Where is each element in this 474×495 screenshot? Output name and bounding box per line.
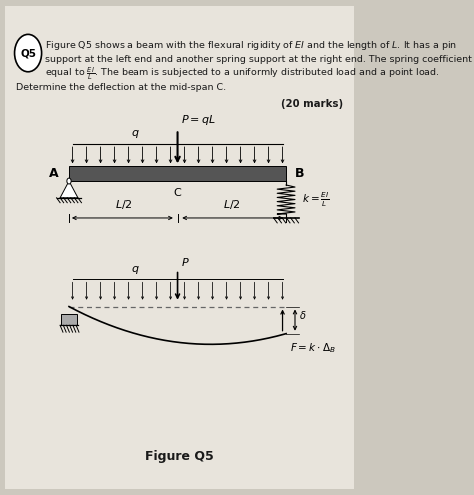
Text: Figure Q5 shows a beam with the flexural rigidity of $EI$ and the length of $L$.: Figure Q5 shows a beam with the flexural… xyxy=(45,39,457,52)
Text: Figure Q5: Figure Q5 xyxy=(145,450,214,463)
Text: $q$: $q$ xyxy=(130,128,139,140)
Text: $P$: $P$ xyxy=(181,256,190,268)
Text: $q$: $q$ xyxy=(130,263,139,276)
Circle shape xyxy=(67,178,71,184)
Text: $F=k\cdot\Delta_B$: $F=k\cdot\Delta_B$ xyxy=(290,341,336,355)
Text: B: B xyxy=(295,167,304,180)
Polygon shape xyxy=(60,181,78,198)
Text: C: C xyxy=(173,189,182,198)
Text: $L/2$: $L/2$ xyxy=(115,198,132,210)
FancyBboxPatch shape xyxy=(5,6,354,489)
Text: (20 marks): (20 marks) xyxy=(281,99,343,108)
Text: $\delta$: $\delta$ xyxy=(299,309,306,321)
Text: $k=\frac{EI}{L}$: $k=\frac{EI}{L}$ xyxy=(302,190,329,209)
Bar xyxy=(61,314,77,325)
Text: support at the left end and another spring support at the right end. The spring : support at the left end and another spri… xyxy=(45,55,474,64)
Text: A: A xyxy=(49,167,58,180)
Text: Q5: Q5 xyxy=(20,48,36,58)
Text: equal to $\frac{EI}{L}$. The beam is subjected to a uniformly distributed load a: equal to $\frac{EI}{L}$. The beam is sub… xyxy=(45,65,440,82)
Bar xyxy=(69,166,286,181)
Text: Determine the deflection at the mid-span C.: Determine the deflection at the mid-span… xyxy=(16,83,226,92)
Circle shape xyxy=(15,34,42,72)
Text: $P=qL$: $P=qL$ xyxy=(181,113,216,127)
Text: $L/2$: $L/2$ xyxy=(223,198,241,210)
